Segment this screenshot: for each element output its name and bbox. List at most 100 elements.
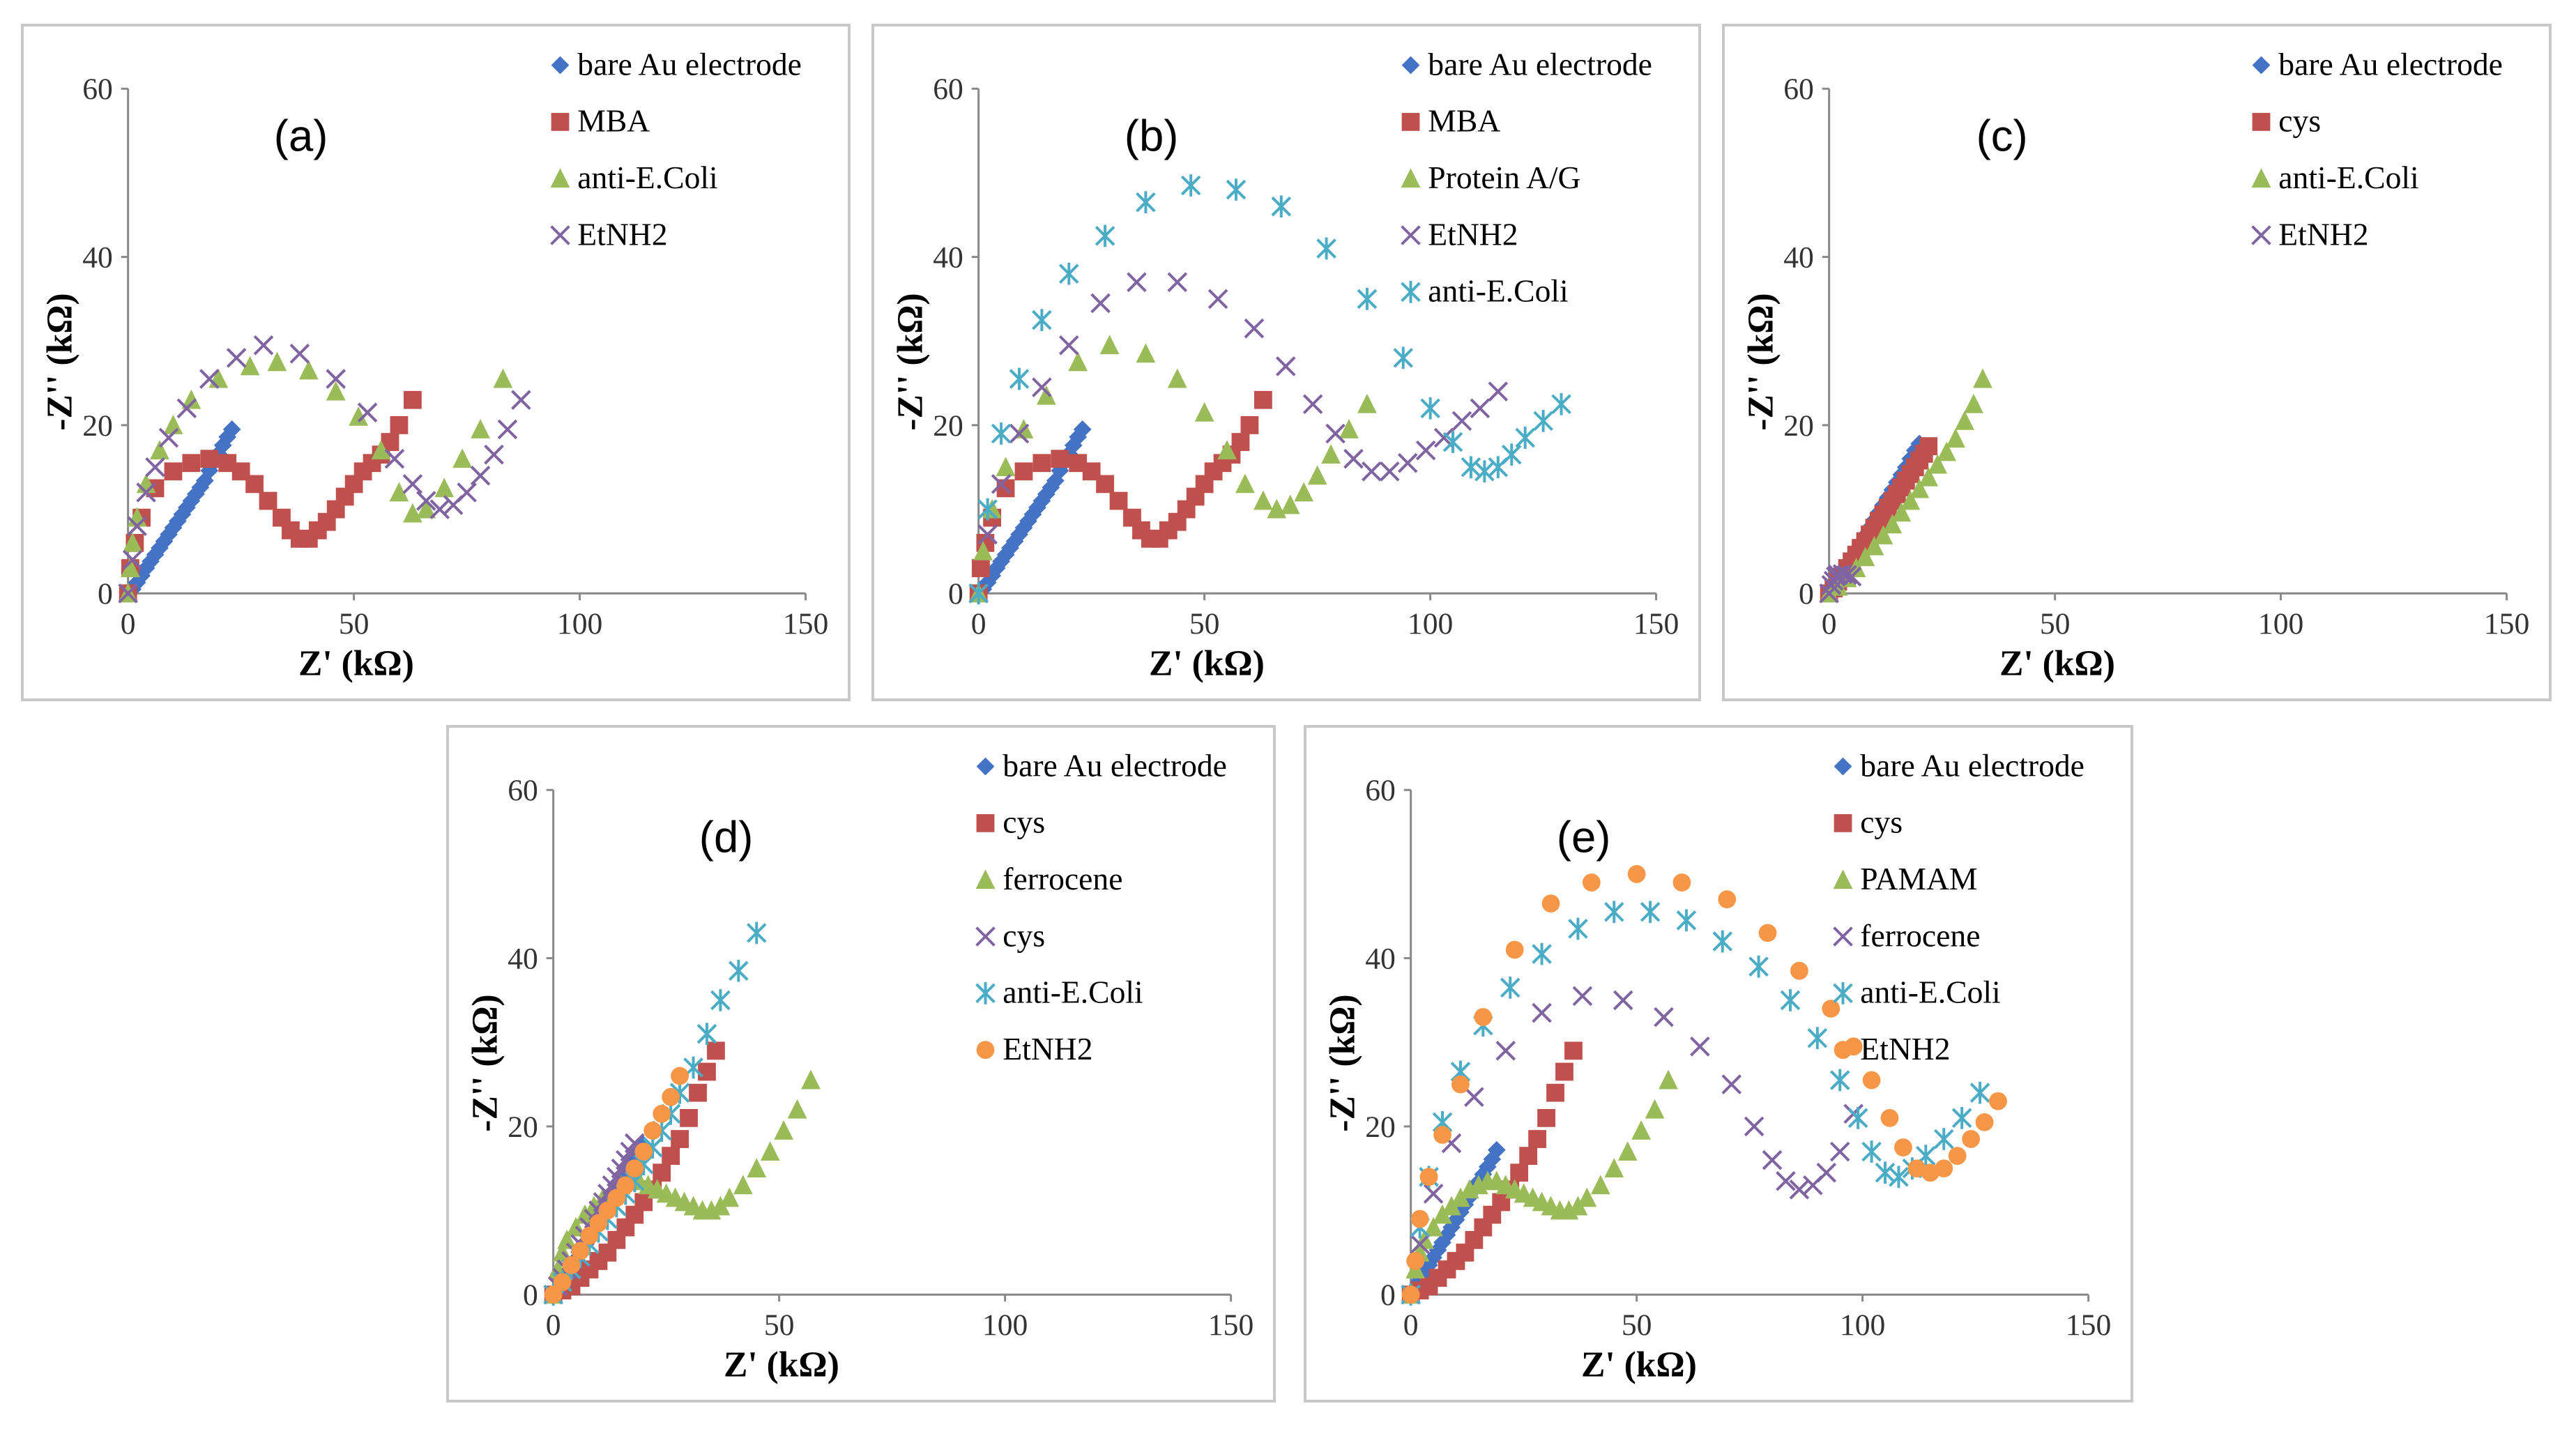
data-point [298,360,319,380]
data-point [1433,1233,1451,1252]
legend-marker [1834,1041,1852,1060]
legend-label: anti-E.Coli [577,160,717,195]
data-point [1816,1162,1837,1183]
legend-label: anti-E.Coli [1860,975,2000,1010]
data-point [1397,452,1418,473]
data-point [1875,1161,1896,1184]
data-point [1451,1203,1470,1221]
x-tick-label: 100 [1840,1308,1885,1342]
data-point [1231,433,1250,451]
data-point [1037,484,1055,503]
data-point [1505,940,1524,959]
y-tick-label: 60 [508,774,538,807]
data-point [136,482,156,503]
legend-marker [976,813,995,832]
data-point [1604,1158,1624,1178]
data-point [996,457,1016,477]
data-point [199,369,220,389]
legend-label: PAMAM [1860,861,1977,896]
y-tick-label: 60 [933,72,963,106]
data-point [1410,1234,1430,1255]
data-point [176,398,197,419]
data-point [696,1023,717,1046]
data-point [471,419,490,438]
data-point [1180,174,1201,197]
data-point [1690,1036,1710,1057]
legend-label: cys [1860,804,1903,840]
data-point [1533,410,1553,432]
data-point [680,1108,698,1127]
data-point [1645,1099,1665,1119]
data-point [972,559,990,577]
data-point [1537,1108,1555,1127]
data-point [1910,478,1930,498]
panel-label: (b) [1125,112,1179,161]
data-point [1864,535,1884,556]
legend-label: cys [1003,917,1045,953]
y-tick-label: 0 [1799,577,1814,611]
data-point [1073,420,1092,438]
data-point [787,1099,807,1119]
legend-label: bare Au electrode [2278,46,2503,82]
data-point [1790,961,1808,980]
data-point [389,482,409,502]
data-point [671,1067,689,1085]
data-point [571,1241,590,1260]
data-point [1235,473,1255,494]
data-point [121,558,140,577]
data-point [1933,1128,1954,1150]
data-point [1438,1225,1456,1244]
data-point [182,454,201,473]
data-point [1488,456,1509,479]
data-point [181,389,201,409]
data-point [384,448,405,469]
data-point [1721,1074,1742,1094]
data-point [1253,490,1273,510]
data-point [403,390,422,409]
data-point [719,1187,740,1207]
data-point [1955,411,1974,430]
legend-marker [2252,112,2271,131]
data-point [553,1273,572,1292]
data-point [1748,955,1769,978]
x-tick-label: 100 [1408,607,1453,641]
data-point [1515,427,1535,449]
legend-marker [1401,112,1420,131]
data-point [1577,1187,1597,1207]
chart-svg: 0 50 100 150 0 20 40 60 Z' (kΩ) -Z'' (kΩ) (b) bare … [890,46,1679,683]
data-point [484,444,504,465]
y-axis-label: -Z'' (kΩ) [40,293,79,430]
data-point [1321,444,1341,464]
data-point [1919,437,1938,455]
x-tick-label: 50 [1622,1308,1652,1342]
data-point [326,369,346,389]
chart-panel-a: 0 50 100 150 0 20 40 60 Z' (kΩ) -Z'' (kΩ) (a) bare … [21,24,851,701]
data-point [1969,1081,1990,1104]
data-point [1631,1120,1652,1140]
legend-label: anti-E.Coli [1428,273,1568,309]
data-point [1058,335,1079,356]
data-point [1280,494,1300,514]
data-point [698,1062,716,1081]
data-point [1528,1130,1546,1148]
data-point [1451,411,1472,431]
data-point [1861,1140,1882,1163]
legend-label: EtNH2 [1428,216,1518,252]
series-etnh2 [968,272,1509,604]
data-point [653,1104,671,1123]
data-point [164,462,183,481]
data-point [1501,443,1522,466]
legend-label: EtNH2 [577,216,667,252]
data-point [1307,465,1327,485]
y-tick-label: 40 [82,240,113,274]
data-point [1090,293,1111,314]
series-etnh2 [118,335,531,604]
data-point [1357,288,1378,310]
data-point [710,989,731,1011]
legend-label: EtNH2 [1860,1031,1950,1067]
data-point [457,482,477,503]
legend: bare Au electrode cys PAMAM ferrocene anti-E… [1833,747,2085,1067]
legend-marker [1401,56,1420,75]
data-point [1510,1163,1529,1182]
legend-marker [550,168,570,188]
